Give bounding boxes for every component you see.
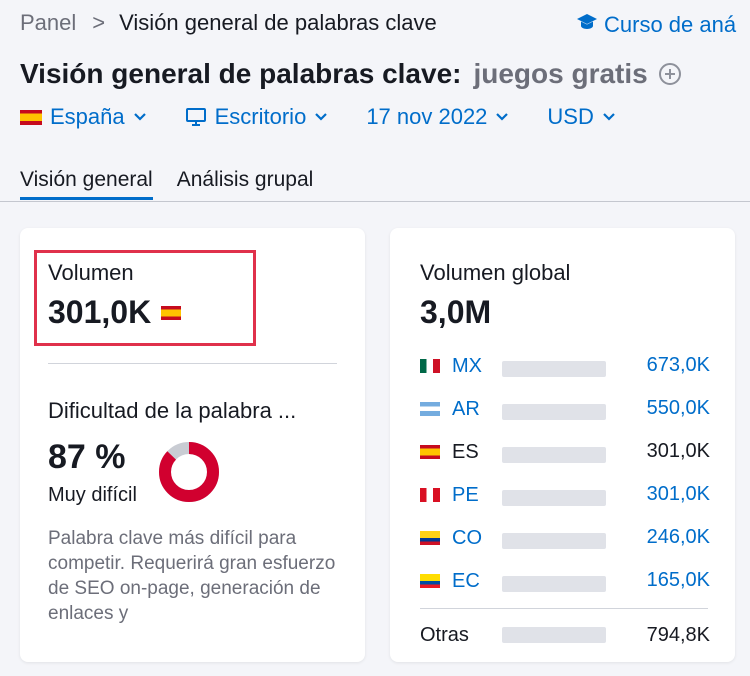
country-volume-value[interactable]: 550,0K	[646, 397, 710, 419]
keyword-difficulty-description: Palabra clave más difícil para competir.…	[48, 528, 336, 624]
page-header: Panel > Visión general de palabras clave…	[0, 0, 750, 202]
monitor-icon	[185, 107, 207, 127]
country-row-mx: MX 673,0K	[420, 352, 710, 380]
spain-flag-icon	[420, 445, 440, 459]
breadcrumb-separator: >	[92, 10, 106, 35]
global-volume-card: Volumen global 3,0M MX 673,0K AR 550,0K …	[390, 228, 735, 662]
country-code[interactable]: CO	[452, 526, 482, 549]
course-link[interactable]: Curso de aná	[576, 12, 736, 38]
country-volume-bar	[502, 447, 606, 463]
country-volume-bar	[502, 361, 606, 377]
country-volume-bar	[502, 576, 606, 592]
country-row-co: CO 246,0K	[420, 524, 710, 552]
volume-value-text: 301,0K	[48, 294, 152, 330]
country-code[interactable]: EC	[452, 569, 480, 592]
course-link-label: Curso de aná	[604, 12, 737, 37]
spain-flag-icon	[20, 109, 42, 125]
date-filter[interactable]: 17 nov 2022	[366, 104, 509, 130]
country-code[interactable]: MX	[452, 354, 482, 377]
country-row-ec: EC 165,0K	[420, 567, 710, 595]
keyword-difficulty-value: 87 %	[48, 438, 126, 476]
spain-flag-icon	[161, 305, 182, 320]
country-volume-value[interactable]: 165,0K	[646, 569, 710, 591]
chevron-down-icon	[495, 112, 509, 122]
argentina-flag-icon	[420, 402, 440, 416]
device-filter[interactable]: Escritorio	[185, 104, 329, 130]
date-filter-label: 17 nov 2022	[366, 104, 488, 129]
volume-value: 301,0K	[48, 294, 182, 331]
tab-overview[interactable]: Visión general	[20, 168, 153, 200]
page-title-keyword: juegos gratis	[473, 58, 648, 89]
tab-bar: Visión general Análisis grupal	[20, 168, 337, 200]
global-volume-value: 3,0M	[420, 294, 492, 330]
volume-highlight-box	[34, 250, 256, 346]
difficulty-donut-chart	[159, 442, 219, 502]
country-filter[interactable]: España	[20, 104, 147, 130]
country-volume-bar	[502, 404, 606, 420]
add-circle-icon[interactable]	[658, 62, 682, 86]
others-label: Otras	[420, 624, 469, 646]
keyword-difficulty-label[interactable]: Dificultad de la palabra ...	[48, 398, 297, 423]
country-row-others: Otras 794,8K	[420, 622, 710, 650]
country-volume-bar	[502, 490, 606, 506]
header-divider	[0, 201, 750, 202]
chevron-down-icon	[602, 112, 616, 122]
country-code[interactable]: AR	[452, 397, 480, 420]
country-volume-bar	[502, 533, 606, 549]
card-divider	[48, 363, 337, 364]
ecuador-flag-icon	[420, 574, 440, 588]
currency-filter[interactable]: USD	[547, 104, 615, 130]
country-volume-value[interactable]: 673,0K	[646, 354, 710, 376]
colombia-flag-icon	[420, 531, 440, 545]
graduation-cap-icon	[576, 12, 604, 38]
country-list-divider	[420, 608, 708, 609]
country-volume-value[interactable]: 246,0K	[646, 526, 710, 548]
volume-difficulty-card: Volumen 301,0K Dificultad de la palabra …	[20, 228, 365, 662]
keyword-difficulty-level: Muy difícil	[48, 484, 137, 506]
breadcrumb-current: Visión general de palabras clave	[119, 10, 437, 35]
country-code: ES	[452, 440, 479, 463]
country-volume-value: 301,0K	[646, 440, 710, 462]
country-row-pe: PE 301,0K	[420, 481, 710, 509]
volume-label: Volumen	[48, 260, 134, 285]
country-code[interactable]: PE	[452, 483, 479, 506]
others-volume-value: 794,8K	[646, 624, 710, 646]
country-row-ar: AR 550,0K	[420, 395, 710, 423]
chevron-down-icon	[314, 112, 328, 122]
device-filter-label: Escritorio	[214, 104, 307, 129]
breadcrumb-panel-link[interactable]: Panel	[20, 10, 77, 35]
page-title: Visión general de palabras clave: juegos…	[20, 58, 682, 90]
country-volume-value[interactable]: 301,0K	[646, 483, 710, 505]
country-row-es: ES 301,0K	[420, 438, 710, 466]
global-volume-label: Volumen global	[420, 260, 571, 285]
currency-filter-label: USD	[547, 104, 594, 129]
filter-bar: España Escritorio 17 nov 2022 USD	[20, 104, 654, 130]
others-volume-bar	[502, 627, 606, 643]
breadcrumb: Panel > Visión general de palabras clave	[20, 10, 437, 36]
peru-flag-icon	[420, 488, 440, 502]
country-filter-label: España	[50, 104, 125, 129]
page-title-prefix: Visión general de palabras clave:	[20, 58, 462, 89]
chevron-down-icon	[133, 112, 147, 122]
tab-group-analysis[interactable]: Análisis grupal	[176, 168, 314, 191]
difficulty-donut-arc	[159, 442, 219, 502]
mexico-flag-icon	[420, 359, 440, 373]
